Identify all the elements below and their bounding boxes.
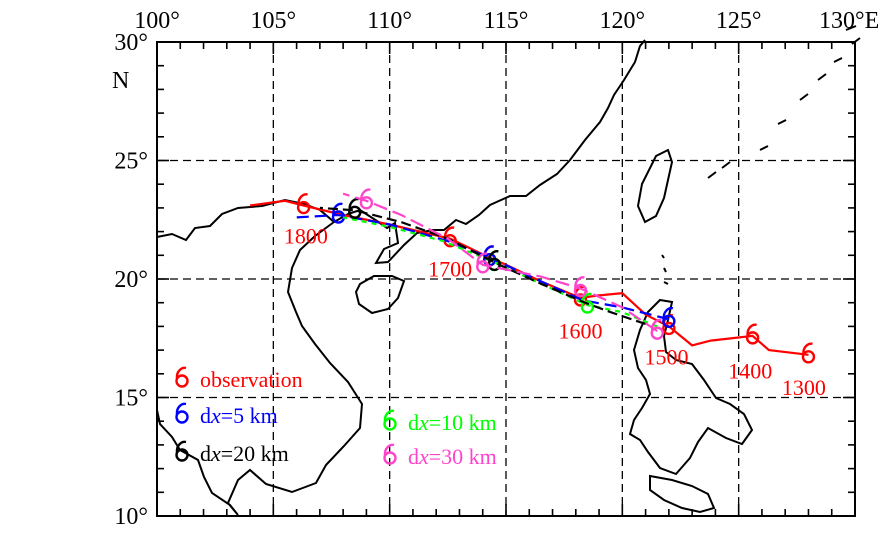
typhoon-marker (348, 197, 362, 219)
lon-tick-label: 105° (251, 8, 297, 34)
ryukyu-islands (707, 25, 861, 179)
map-grid (157, 42, 855, 516)
lon-tick-label: 115° (484, 8, 529, 34)
legend-typhoon-icon (383, 443, 397, 465)
lat-tick-label: 30° (114, 30, 148, 56)
time-label: 1600 (558, 318, 602, 343)
luzon-strait-islands (661, 254, 669, 285)
lat-tick-label: 10° (114, 504, 148, 530)
time-label: 1400 (728, 359, 772, 384)
hainan-island (354, 275, 406, 315)
longitude-labels: 100° 105° 110° 115° 120° 125° 130°E (134, 8, 879, 34)
typhoon-tracks (249, 188, 816, 364)
mainland-coast (156, 198, 364, 516)
legend-label: dx=5 km (200, 403, 278, 428)
legend: observation dx=5 km dx=20 km dx=10 km dx=30 … (175, 366, 497, 469)
latitude-labels: 30° 25° 20° 15° 10° (114, 30, 148, 530)
track-line (342, 192, 658, 333)
lon-tick-label: 120° (600, 8, 646, 34)
latitude-unit-label: N (112, 68, 129, 94)
legend-typhoon-icon (175, 366, 189, 388)
lat-tick-label: 15° (114, 386, 148, 412)
lon-tick-label: 125° (716, 8, 762, 34)
coastline (156, 25, 861, 516)
lon-tick-label: 130°E (819, 8, 879, 34)
time-label: 1800 (284, 223, 328, 248)
legend-label: dx=10 km (408, 410, 497, 435)
legend-typhoon-icon (383, 409, 397, 431)
lat-tick-label: 25° (114, 149, 148, 175)
lat-tick-label: 20° (114, 267, 148, 293)
lon-tick-label: 100° (134, 8, 180, 34)
typhoon-marker (662, 306, 676, 328)
time-label: 1300 (782, 375, 826, 400)
typhoon-marker (476, 252, 490, 274)
visayas-island (649, 474, 716, 514)
legend-label: dx=20 km (200, 441, 289, 466)
typhoon-marker (801, 342, 816, 364)
track-line (342, 216, 658, 328)
track-time-labels: 1800 1700 1600 1500 1400 1300 (284, 223, 826, 400)
typhoon-marker (573, 276, 588, 298)
time-label: 1500 (645, 344, 689, 369)
typhoon-marker (745, 323, 760, 345)
time-label: 1700 (428, 257, 472, 282)
typhoon-marker (359, 188, 374, 210)
taiwan-island (636, 148, 674, 224)
legend-label: dx=30 km (408, 444, 497, 469)
typhoon-marker (650, 318, 664, 340)
legend-typhoon-icon (175, 402, 189, 424)
axis-ticks (156, 41, 856, 517)
luzon-island (628, 298, 754, 476)
legend-label: observation (200, 367, 303, 392)
track-line (319, 206, 646, 326)
typhoon-marker (296, 193, 311, 215)
lon-tick-label: 110° (367, 8, 412, 34)
tonkin-north-coast (333, 39, 646, 265)
legend-typhoon-icon (175, 440, 189, 462)
typhoon-marker (580, 292, 595, 314)
